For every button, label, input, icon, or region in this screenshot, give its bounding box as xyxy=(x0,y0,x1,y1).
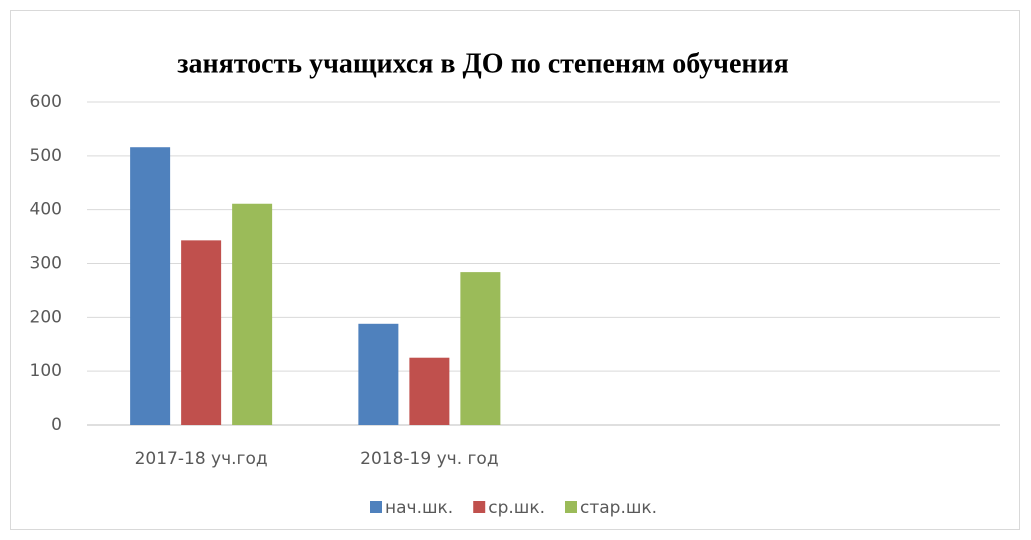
y-tick-label: 300 xyxy=(30,254,62,274)
y-tick-label: 400 xyxy=(30,200,62,220)
chart-title: занятость учащихся в ДО по степеням обуч… xyxy=(177,48,789,79)
x-tick-label: 2018-19 уч. год xyxy=(360,449,498,469)
bar xyxy=(130,147,171,425)
legend-swatch xyxy=(565,501,577,513)
bar xyxy=(460,272,501,425)
bar xyxy=(232,203,273,425)
y-tick-label: 200 xyxy=(30,307,62,327)
legend-label: ср.шк. xyxy=(488,498,545,518)
legend-swatch xyxy=(370,501,382,513)
bar xyxy=(358,323,399,425)
bar xyxy=(181,240,222,425)
bar xyxy=(409,357,450,425)
legend-swatch xyxy=(473,501,486,513)
legend-label: стар.шк. xyxy=(580,498,657,518)
y-tick-label: 500 xyxy=(30,146,62,166)
legend-label: нач.шк. xyxy=(385,498,453,518)
y-tick-label: 600 xyxy=(30,92,62,112)
x-tick-label: 2017-18 уч.год xyxy=(135,449,268,469)
y-tick-label: 0 xyxy=(51,415,62,435)
chart-border xyxy=(10,10,1020,530)
y-tick-label: 100 xyxy=(30,361,62,381)
